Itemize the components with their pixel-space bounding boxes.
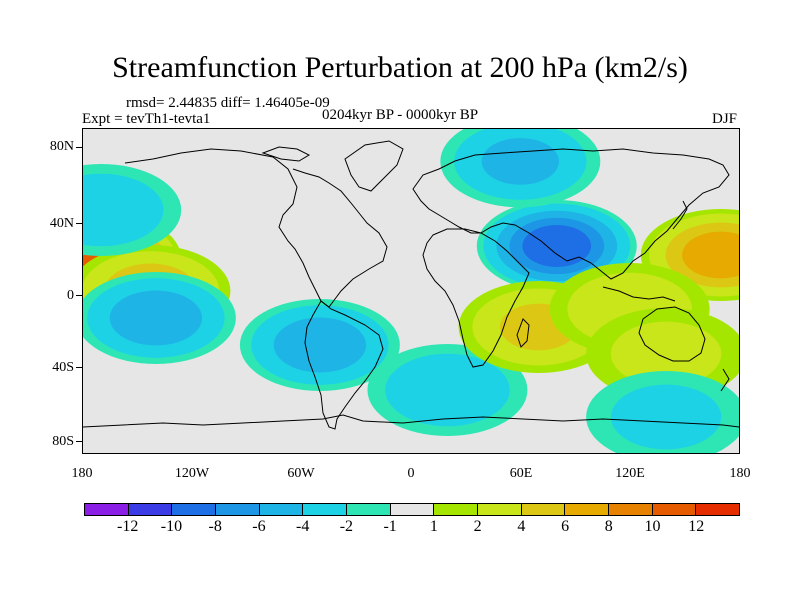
lat-tick xyxy=(76,367,82,368)
colorbar-box xyxy=(696,504,740,515)
anomaly-fields xyxy=(83,129,739,453)
colorbar-box xyxy=(216,504,260,515)
map-panel xyxy=(82,128,740,454)
colorbar-label: -12 xyxy=(117,518,139,535)
lat-tick xyxy=(76,223,82,224)
lat-label-40n: 40N xyxy=(49,216,74,231)
stats-line: rmsd= 2.44835 diff= 1.46405e-09 xyxy=(126,95,330,111)
anomaly-contour xyxy=(385,353,510,427)
anomaly-contour xyxy=(610,384,722,450)
coast-antarctica xyxy=(83,414,739,428)
anomaly-contour xyxy=(273,317,367,373)
coast-greenland xyxy=(344,140,404,192)
colorbar-box xyxy=(303,504,348,515)
colorbar-box xyxy=(85,504,129,515)
colorbar-box xyxy=(521,504,566,515)
anomaly-contour xyxy=(109,290,203,346)
coast-arctic-islands xyxy=(261,146,311,162)
anomaly-contour xyxy=(682,231,739,279)
colorbar-label: 6 xyxy=(561,518,570,535)
anomaly-contour xyxy=(610,321,722,387)
anomaly-contour xyxy=(522,225,592,267)
colorbar-box xyxy=(565,504,610,515)
colorbar-box xyxy=(609,504,653,515)
coast-africa xyxy=(422,228,530,368)
lat-label-40s: 40S xyxy=(52,360,74,375)
colorbar-box xyxy=(128,504,173,515)
lat-label-80n: 80N xyxy=(49,139,74,154)
coast-south-america xyxy=(304,300,384,430)
plot-title: Streamfunction Perturbation at 200 hPa (… xyxy=(112,51,688,84)
colorbar-box xyxy=(259,504,304,515)
colorbar-label: 2 xyxy=(473,518,482,535)
lat-tick xyxy=(76,441,82,442)
anomaly-map xyxy=(83,129,739,453)
coast-indonesia xyxy=(602,286,676,302)
colorbar-label: -4 xyxy=(295,518,310,535)
lon-label-120e: 120E xyxy=(615,466,645,481)
coast-madagascar xyxy=(516,318,530,348)
colorbar-label: -1 xyxy=(383,518,397,535)
colorbar-box xyxy=(434,504,479,515)
colorbar-label: -2 xyxy=(339,518,354,535)
colorbar-label: 8 xyxy=(604,518,613,535)
colorbar-label: 4 xyxy=(517,518,526,535)
lon-label-120w: 120W xyxy=(174,466,210,481)
season-label: DJF xyxy=(712,111,738,127)
coast-new-zealand xyxy=(720,368,730,392)
period-line: 0204kyr BP - 0000kyr BP xyxy=(322,107,479,123)
colorbar-box xyxy=(172,504,217,515)
colorbar-label: 10 xyxy=(644,518,661,535)
lat-label-80s: 80S xyxy=(52,434,74,449)
lat-tick xyxy=(76,147,82,148)
lon-label-0: 0 xyxy=(407,466,415,481)
lat-tick xyxy=(76,295,82,296)
colorbar-label: 1 xyxy=(429,518,438,535)
colorbar-box xyxy=(652,504,697,515)
colorbar-box xyxy=(347,504,391,515)
colorbar xyxy=(84,503,740,516)
colorbar-box xyxy=(390,504,435,515)
colorbar-box xyxy=(478,504,522,515)
lon-label-180e: 180 xyxy=(729,466,751,481)
coast-australia xyxy=(638,306,706,362)
lon-label-180w: 180 xyxy=(71,466,93,481)
experiment-line: Expt = tevTh1-tevta1 xyxy=(82,111,211,127)
anomaly-contour xyxy=(83,173,164,247)
colorbar-label: 12 xyxy=(688,518,705,535)
lon-label-60e: 60E xyxy=(509,466,533,481)
anomaly-contour xyxy=(481,138,559,185)
colorbar-label: -10 xyxy=(160,518,183,535)
lon-label-60w: 60W xyxy=(287,466,315,481)
colorbar-label: -8 xyxy=(208,518,222,535)
lat-label-0: 0 xyxy=(67,288,74,303)
coast-japan xyxy=(672,200,688,230)
coastlines xyxy=(83,140,739,430)
colorbar-label: -6 xyxy=(252,518,266,535)
